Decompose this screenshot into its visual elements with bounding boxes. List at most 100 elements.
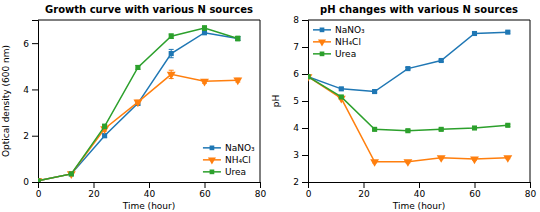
legend-item: Urea xyxy=(203,167,246,177)
tick-label: 0 xyxy=(306,189,312,199)
tick: 2 xyxy=(23,131,38,141)
y-axis-title: pH xyxy=(271,95,281,107)
tick-mark xyxy=(32,43,38,44)
marker xyxy=(200,79,209,87)
marker xyxy=(437,155,446,163)
x-axis: 0 20 40 60 80 xyxy=(306,182,537,199)
tick: 20 xyxy=(358,182,370,199)
legend-item: Urea xyxy=(313,49,356,59)
tick-mark xyxy=(364,182,365,188)
legend-label: Urea xyxy=(225,167,246,177)
marker xyxy=(370,159,379,167)
axis-line xyxy=(309,183,531,189)
tick: 20 xyxy=(88,182,100,199)
tick: 40 xyxy=(144,182,156,199)
tick-label: 4 xyxy=(23,85,29,95)
tick: 0 xyxy=(23,177,38,187)
marker xyxy=(202,30,207,35)
tick-mark xyxy=(302,155,308,156)
tick-label: 80 xyxy=(525,189,537,199)
tick: 3 xyxy=(293,150,308,160)
tick: 0 xyxy=(306,182,312,199)
tick-label: 0 xyxy=(23,177,29,187)
series-line xyxy=(38,33,238,181)
legend-label: Urea xyxy=(335,49,356,59)
marker xyxy=(339,94,344,99)
x-axis-title: Time (hour) xyxy=(392,201,446,211)
marker xyxy=(202,26,207,31)
tick-mark xyxy=(302,128,308,129)
x-axis-title: Time (hour) xyxy=(122,201,176,211)
series-line xyxy=(308,77,508,131)
marker xyxy=(405,128,410,133)
legend-marker xyxy=(320,52,325,57)
frame-line xyxy=(260,20,261,182)
marker xyxy=(38,178,41,182)
tick-mark xyxy=(530,182,531,188)
marker xyxy=(308,74,311,79)
legend-marker xyxy=(320,28,325,33)
legend-item: NaNO₃ xyxy=(313,25,365,35)
legend-label: NaNO₃ xyxy=(225,143,255,153)
frame-line xyxy=(530,20,531,182)
y-axis: 2345678 xyxy=(293,15,308,187)
marker xyxy=(403,159,412,167)
legend: NaNO₃ NH₄Cl Urea xyxy=(313,25,365,59)
marker xyxy=(235,36,240,41)
tick-label: 2 xyxy=(293,177,299,187)
tick-mark xyxy=(419,182,420,188)
panel: 0204060800246Growth curve with various N… xyxy=(1,4,266,211)
frame-line xyxy=(308,20,530,21)
tick-mark xyxy=(205,182,206,188)
tick: 60 xyxy=(199,182,211,199)
legend-item: NaNO₃ xyxy=(203,143,255,153)
tick: 0 xyxy=(36,182,42,199)
tick-label: 2 xyxy=(23,131,29,141)
marker xyxy=(69,171,74,176)
legend-marker xyxy=(318,40,326,47)
marker xyxy=(439,127,444,132)
marker xyxy=(472,125,477,130)
tick-mark xyxy=(302,182,308,183)
tick-label: 60 xyxy=(469,189,481,199)
error-bar xyxy=(169,34,174,39)
tick-mark xyxy=(260,182,261,188)
tick-mark xyxy=(32,182,38,183)
legend-label: NaNO₃ xyxy=(335,25,365,35)
title: pH changes with various N sources xyxy=(320,4,518,15)
series-line xyxy=(308,32,508,91)
marker xyxy=(169,51,174,56)
plot-area xyxy=(308,30,512,167)
marker xyxy=(503,155,512,163)
tick-label: 20 xyxy=(88,189,100,199)
marker xyxy=(308,74,312,82)
tick-label: 3 xyxy=(293,150,299,160)
tick-mark xyxy=(302,47,308,48)
tick-mark xyxy=(475,182,476,188)
legend: NaNO₃NH₄ClUrea xyxy=(203,143,255,177)
legend-item: NH₄Cl xyxy=(313,37,361,47)
marker xyxy=(470,156,479,164)
tick-mark xyxy=(32,89,38,90)
error-bar xyxy=(202,31,207,35)
error-bar xyxy=(102,124,107,129)
tick-label: 20 xyxy=(358,189,370,199)
error-bar xyxy=(202,26,207,31)
tick: 7 xyxy=(293,42,308,52)
tick-mark xyxy=(149,182,150,188)
tick-mark xyxy=(302,101,308,102)
tick-label: 80 xyxy=(255,189,267,199)
marker xyxy=(133,100,142,108)
tick: 40 xyxy=(414,182,426,199)
tick-mark xyxy=(94,182,95,188)
tick: 5 xyxy=(293,96,308,106)
frame-line xyxy=(38,20,260,21)
tick-label: 60 xyxy=(199,189,211,199)
x-axis: 0 20 40 60 80 xyxy=(36,182,267,199)
tick: 4 xyxy=(293,123,308,133)
marker xyxy=(439,58,444,63)
legend-marker xyxy=(210,170,215,175)
marker xyxy=(405,66,410,71)
error-bar xyxy=(235,37,240,41)
tick-label: 6 xyxy=(293,69,299,79)
